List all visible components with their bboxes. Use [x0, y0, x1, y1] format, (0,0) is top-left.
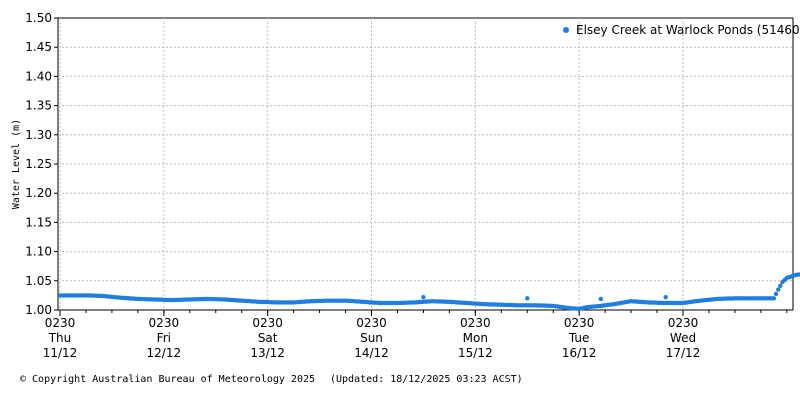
x-tick-time: 0230 [45, 316, 76, 330]
x-tick-time: 0230 [564, 316, 595, 330]
x-tick-date: 13/12 [250, 346, 285, 360]
x-tick-date: 12/12 [147, 346, 182, 360]
x-tick-day: Tue [568, 331, 590, 345]
y-tick-label: 1.25 [25, 157, 52, 171]
y-tick-label: 1.10 [25, 245, 52, 259]
legend-label: Elsey Creek at Warlock Ponds (514606) [576, 23, 800, 37]
x-tick-date: 14/12 [354, 346, 389, 360]
copyright-text: © Copyright Australian Bureau of Meteoro… [20, 374, 316, 385]
legend-marker [563, 27, 569, 33]
y-axis-ticks: 1.50 1.45 1.40 1.35 1.30 1.25 1.20 1.15 1.10 1.05… [25, 11, 58, 317]
data-point-spike [525, 296, 530, 301]
data-point-spike [421, 294, 426, 300]
data-point [778, 283, 783, 288]
grid-lines [58, 18, 793, 310]
x-tick-time: 0230 [668, 316, 699, 330]
y-tick-label: 1.50 [25, 11, 52, 25]
x-tick-day: Wed [670, 331, 696, 345]
x-tick-day: Sat [258, 331, 278, 345]
legend: Elsey Creek at Warlock Ponds (514606) [563, 23, 800, 37]
y-tick-label: 1.35 [25, 99, 52, 113]
data-point-spike [598, 296, 603, 302]
x-tick-date: 15/12 [458, 346, 493, 360]
data-point [771, 296, 777, 301]
y-tick-label: 1.20 [25, 186, 52, 200]
y-tick-label: 1.05 [25, 274, 52, 288]
series-points [57, 272, 800, 311]
y-axis-label: Water Level (m) [11, 119, 22, 209]
data-point [773, 291, 779, 297]
x-tick-day: Fri [157, 331, 171, 345]
x-tick-day: Thu [48, 331, 72, 345]
y-tick-label: 1.30 [25, 128, 52, 142]
x-tick-day: Mon [463, 331, 488, 345]
x-tick-time: 0230 [149, 316, 180, 330]
data-point [797, 272, 800, 277]
x-tick-date: 11/12 [43, 346, 78, 360]
x-tick-time: 0230 [356, 316, 387, 330]
data-point-spike [663, 294, 668, 300]
x-tick-day: Sun [360, 331, 383, 345]
y-tick-label: 1.00 [25, 303, 52, 317]
x-tick-time: 0230 [252, 316, 283, 330]
updated-text: (Updated: 18/12/2025 03:23 ACST) [330, 374, 523, 385]
y-tick-label: 1.45 [25, 40, 52, 54]
y-tick-label: 1.15 [25, 215, 52, 229]
x-axis-ticks: 0230Thu11/120230Fri12/120230Sat13/120230… [43, 310, 788, 360]
data-point [776, 287, 781, 292]
y-tick-label: 1.40 [25, 69, 52, 83]
x-tick-time: 0230 [460, 316, 491, 330]
x-tick-date: 16/12 [562, 346, 597, 360]
x-tick-date: 17/12 [666, 346, 701, 360]
